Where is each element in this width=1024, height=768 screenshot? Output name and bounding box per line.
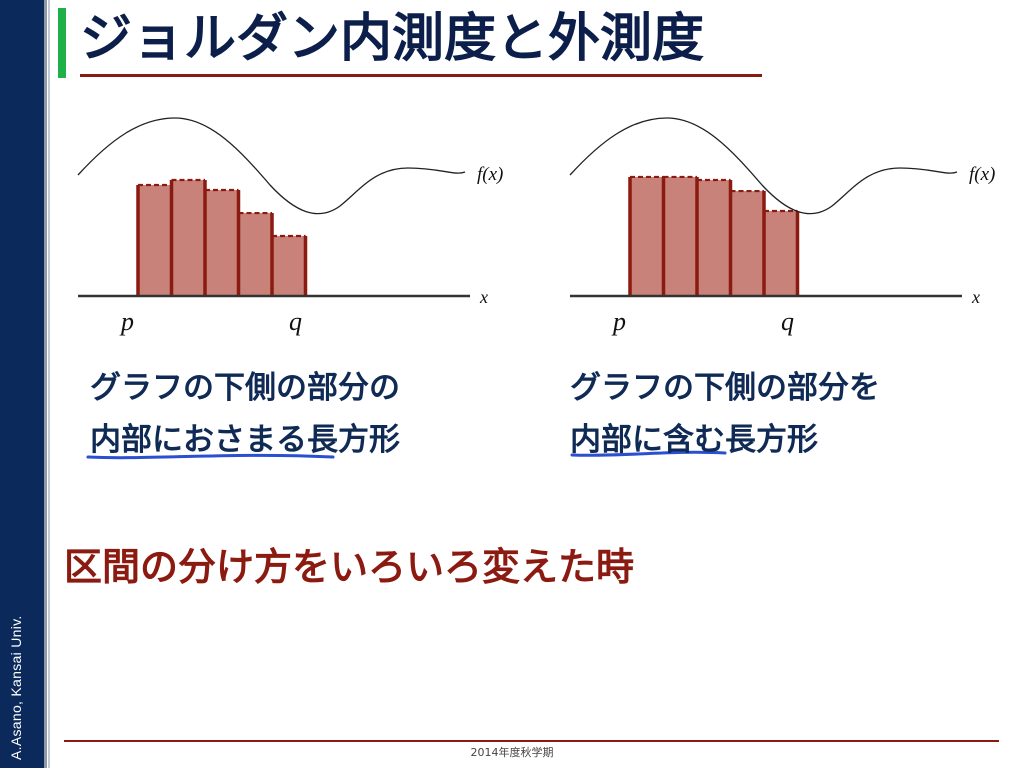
caption-inner-line2: 内部におさまる長方形 [90, 422, 400, 458]
diagram-inner: f(x) x p q [77, 117, 503, 460]
function-curve-inner [77, 117, 466, 215]
bar-outer-1 [630, 176, 664, 296]
slide-title: ジョルダン内測度と外測度 [80, 9, 705, 69]
bar-inner-2 [171, 180, 205, 296]
bar-inner-5 [272, 235, 306, 296]
sidebar: A.Asano, Kansai Univ. [0, 0, 44, 768]
q-label-outer: q [781, 307, 794, 336]
diagram-outer: f(x) x p q [569, 117, 995, 457]
sidebar-divider [44, 0, 47, 768]
bars-inner [136, 178, 308, 296]
q-label-inner: q [289, 307, 302, 336]
section-heading: 区間の分け方をいろいろ変えた時 [64, 545, 635, 589]
title-underline [80, 74, 762, 77]
bar-outer-3 [697, 180, 731, 296]
footer-rule [64, 740, 999, 742]
bar-outer-5 [764, 211, 798, 296]
caption-inner-line1: グラフの下側の部分の [90, 370, 400, 406]
sidebar-divider-light [48, 0, 50, 768]
function-label-outer: f(x) [969, 164, 995, 185]
caption-outer-line1: グラフの下側の部分を [570, 370, 880, 406]
p-label-inner: p [119, 307, 134, 336]
title-accent-bar [58, 8, 66, 78]
bar-inner-1 [138, 185, 172, 296]
footer-text: 2014年度秋学期 [470, 746, 554, 759]
caption-outer-line2: 内部に含む長方形 [570, 422, 818, 458]
function-label-inner: f(x) [477, 164, 503, 185]
bar-inner-4 [238, 213, 272, 296]
highlight-underline-inner [86, 453, 335, 460]
bar-inner-3 [205, 190, 239, 296]
function-curve-outer [569, 117, 958, 215]
bar-outer-2 [663, 176, 697, 296]
x-axis-label-inner: x [479, 287, 488, 307]
x-axis-label-outer: x [971, 287, 980, 307]
bars-outer [628, 175, 800, 296]
highlight-underline-outer [570, 450, 727, 457]
p-label-outer: p [611, 307, 626, 336]
bar-outer-4 [730, 191, 764, 296]
